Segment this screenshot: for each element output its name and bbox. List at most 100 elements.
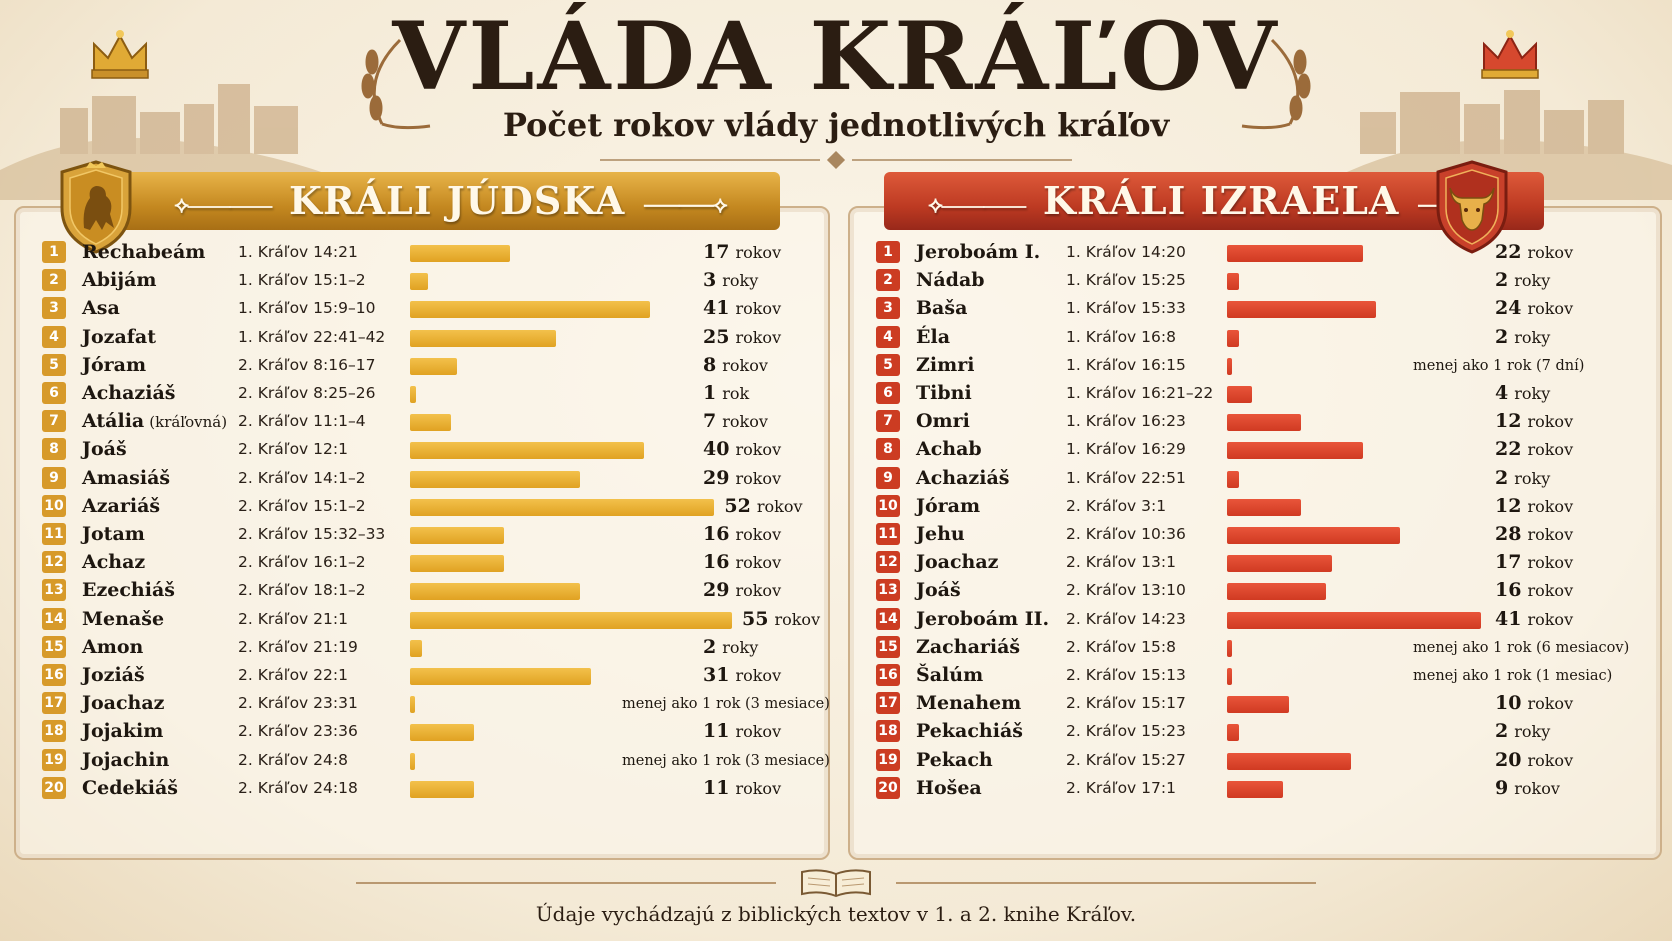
reign-unit: rokov [1527,243,1574,262]
judah-title: KRÁLI JÚDSKA [288,178,626,223]
reign-years: 2 [1495,325,1509,348]
reign-years: 1 [703,382,717,404]
reign-bar [1227,414,1302,432]
bible-reference: 2. Kráľov 13:10 [1066,581,1186,600]
king-name: Jotam [82,519,145,549]
reign-bar [1227,639,1232,657]
reign-value: 12 rokov [1495,406,1573,437]
reign-bar [410,696,415,714]
reign-years: 29 [703,466,730,489]
bible-reference: 2. Kráľov 15:1–2 [238,496,366,515]
king-name: Zachariáš [916,632,1020,662]
row-number: 16 [42,664,66,686]
bible-reference: 1. Kráľov 16:15 [1066,355,1186,374]
bible-reference: 2. Kráľov 16:1–2 [238,553,366,572]
reign-value: 52 rokov [724,491,802,522]
reign-years: 7 [703,410,717,433]
bible-reference: 2. Kráľov 15:13 [1066,666,1186,684]
reign-bar [1227,273,1240,291]
reign-bar [1227,245,1364,262]
reign-unit: rokov [735,553,782,573]
reign-years: 3 [703,269,717,292]
row-number: 9 [42,466,66,489]
reign-bar [1227,583,1327,601]
row-number: 7 [876,410,900,433]
reign-years: 11 [703,720,730,743]
reign-years: 2 [703,635,717,658]
reign-bar [1227,498,1302,516]
king-name-text: Jojakim [82,720,164,743]
reign-unit: rokov [1527,553,1574,573]
king-name: Joáš [916,575,961,605]
reign-unit: roky [1514,271,1551,291]
reign-bar [1227,386,1252,403]
king-name-text: Azariáš [82,494,161,517]
king-name-text: Joachaz [82,692,165,715]
bible-reference: 1. Kráľov 22:41–42 [238,327,386,346]
reign-years: 55 [742,607,769,630]
israel-banner: ⟡⸺⸺KRÁLI IZRAELA⸺⸺⟡ [884,172,1544,230]
reign-unit: rokov [735,778,782,798]
reign-years: 25 [703,325,730,348]
king-name-text: Jeroboám I. [916,241,1041,263]
reign-unit: menej ako 1 rok (3 mesiace) [622,752,830,769]
bible-reference: 2. Kráľov 17:1 [1066,778,1176,797]
reign-value: 55 rokov [742,604,820,635]
reign-value: 25 rokov [703,322,781,353]
reign-bar [1227,752,1351,770]
reign-bar [1227,668,1232,685]
king-name: Jojachin [82,745,169,775]
open-book-icon [801,869,871,898]
footer-note: Údaje vychádzajú z biblických textov v 1… [535,902,1137,926]
king-name-text: Cedekiáš [82,776,178,799]
king-name-text: Menaše [82,607,165,630]
reign-value: 12 rokov [1495,491,1573,522]
reign-value: 4 roky [1495,378,1550,409]
reign-years: 12 [1495,410,1522,433]
reign-years: 11 [703,776,730,799]
reign-unit: rokov [735,525,782,544]
reign-value: 2 roky [703,632,758,663]
king-name-text: Rechabeám [82,241,206,263]
bible-reference: 2. Kráľov 15:32–33 [238,525,386,543]
bible-reference: 2. Kráľov 22:1 [238,666,348,684]
reign-unit: rokov [735,581,782,601]
reign-unit: rokov [1527,525,1574,544]
king-name: Atália (kráľovná) [82,406,227,437]
king-name: Amasiáš [82,463,170,493]
reign-unit: roky [1514,327,1551,347]
king-name: Achaziáš [916,463,1009,493]
king-name-text: Zimri [916,353,975,376]
king-name: Menahem [916,688,1021,718]
reign-unit: roky [1514,384,1551,403]
reign-value: 41 rokov [1495,604,1573,635]
king-name: Zimri [916,350,974,380]
reign-value: 31 rokov [703,660,781,691]
king-name: Jehu [916,519,965,549]
row-number: 20 [42,776,66,799]
row-number: 19 [42,748,66,771]
reign-bar [1227,357,1232,375]
reign-bar [410,301,651,319]
reign-bar [410,414,451,432]
reign-years: 2 [1495,466,1509,489]
reign-years: 20 [1495,748,1522,771]
reign-years: 24 [1495,297,1522,320]
king-name: Menaše [82,604,164,634]
king-name-text: Jóram [82,353,147,376]
bible-reference: 2. Kráľov 8:16–17 [238,355,376,374]
reign-value: menej ako 1 rok (3 mesiace) [622,688,830,719]
king-name: Achaziáš [82,378,175,408]
king-name: Hošea [916,773,982,803]
divider-ornament [600,150,1072,170]
row-number: 12 [42,551,66,574]
reign-bar [410,752,415,770]
reign-years: 41 [1495,607,1522,630]
row-number: 2 [42,269,66,292]
reign-value: 16 rokov [703,519,781,550]
reign-value: 40 rokov [703,434,781,465]
row-number: 20 [876,776,900,799]
bible-reference: 2. Kráľov 13:1 [1066,553,1176,572]
reign-bar [410,780,475,798]
king-name-text: Jojachin [82,748,170,771]
